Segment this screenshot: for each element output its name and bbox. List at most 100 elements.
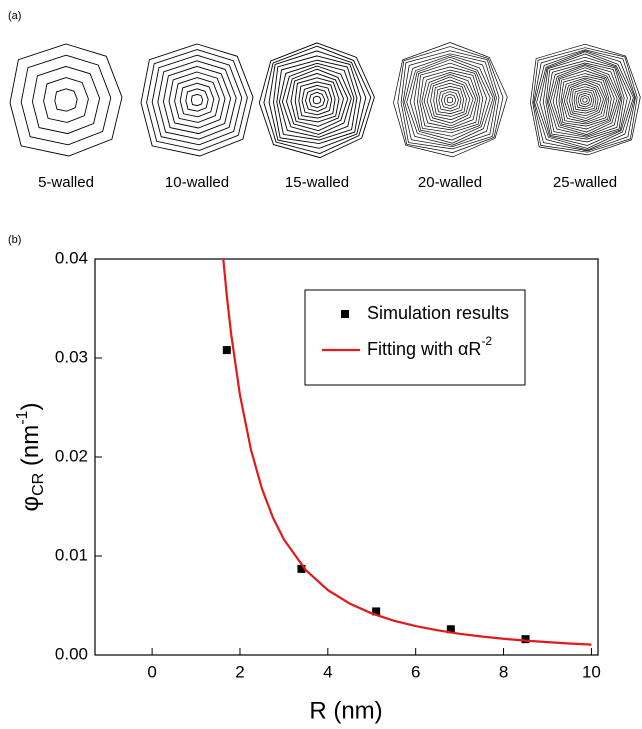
wall — [286, 68, 349, 132]
legend-sup: -2 — [481, 334, 492, 348]
panel-label: (b) — [8, 234, 21, 246]
y-tick-label: 0.00 — [55, 644, 88, 663]
wall — [548, 64, 622, 137]
y-tick-label: 0.01 — [55, 545, 88, 564]
legend-marker — [341, 310, 349, 318]
wall — [305, 88, 329, 112]
fit-line — [222, 258, 592, 646]
wall — [406, 56, 494, 144]
wall — [43, 77, 89, 123]
wall — [573, 88, 597, 112]
x-tick-label: 2 — [235, 662, 244, 681]
wall — [547, 62, 623, 138]
wall — [190, 93, 204, 107]
tube-label: 25-walled — [553, 174, 617, 191]
y-tick-label: 0.03 — [55, 347, 88, 366]
wall — [532, 47, 638, 153]
y-label-part: φ — [17, 496, 44, 512]
tube-label: 20-walled — [418, 174, 482, 191]
legend-text: Simulation results — [367, 303, 509, 323]
wall — [421, 72, 479, 129]
tube-drawing — [258, 42, 375, 159]
wall — [162, 65, 232, 135]
wall — [301, 84, 333, 116]
data-point — [521, 635, 530, 644]
wall — [404, 55, 496, 146]
wall — [536, 51, 634, 149]
wall — [397, 46, 504, 153]
y-label-part: ) — [17, 403, 44, 411]
wall — [446, 96, 454, 104]
wall — [151, 54, 243, 146]
wall — [185, 88, 209, 112]
legend-label: Fitting with αR-2 — [367, 334, 492, 359]
wall — [417, 66, 484, 134]
wall — [555, 70, 615, 130]
wall — [312, 95, 322, 105]
y-label-part: (nm — [17, 425, 44, 473]
wall — [560, 75, 610, 125]
x-tick-label: 6 — [411, 662, 420, 681]
wall — [582, 97, 588, 103]
wall — [419, 69, 481, 131]
wall — [409, 59, 491, 141]
wall — [566, 81, 604, 119]
wall — [542, 56, 628, 143]
wall — [575, 90, 595, 110]
wall — [281, 65, 352, 135]
tube-drawing — [393, 42, 508, 158]
panel-label: (a) — [8, 10, 21, 22]
wall — [436, 86, 464, 114]
wall — [393, 42, 508, 158]
wall — [530, 43, 641, 156]
wall — [552, 67, 618, 133]
wall — [563, 79, 606, 122]
wall — [9, 43, 123, 157]
data-point — [446, 625, 455, 634]
x-tick-label: 8 — [499, 662, 508, 681]
wall — [580, 95, 590, 105]
legend-box — [304, 289, 526, 386]
wall — [558, 73, 612, 127]
wall — [571, 86, 599, 114]
wall — [400, 50, 500, 150]
tube-label: 5-walled — [38, 174, 94, 191]
x-tick-label: 0 — [147, 662, 156, 681]
wall — [441, 91, 459, 109]
wall — [146, 49, 248, 151]
wall — [174, 77, 220, 123]
wall — [273, 55, 362, 145]
wall — [426, 76, 474, 124]
wall — [430, 79, 471, 121]
x-tick-label: 4 — [323, 662, 332, 681]
wall — [562, 77, 608, 123]
y-label-sup: -1 — [14, 410, 31, 424]
wall — [263, 45, 372, 154]
wall — [413, 62, 487, 137]
wall — [31, 65, 101, 135]
y-axis-label: φCR (nm-1) — [14, 403, 47, 512]
wall — [278, 62, 355, 138]
y-tick-label: 0.02 — [55, 446, 88, 465]
tube-drawing — [530, 43, 641, 156]
y-label-sub: CR — [30, 473, 47, 496]
wall — [433, 82, 467, 117]
wall — [258, 42, 375, 159]
data-point — [372, 607, 381, 616]
wall — [534, 50, 636, 151]
data-point — [297, 564, 306, 573]
x-axis-label: R (nm) — [309, 697, 382, 724]
wall — [550, 65, 620, 135]
wall — [577, 92, 593, 108]
wall — [168, 71, 226, 129]
wall — [268, 50, 367, 149]
wall — [54, 88, 78, 112]
wall — [443, 93, 457, 107]
tube-label: 10-walled — [165, 174, 229, 191]
y-tick-label: 0.04 — [55, 248, 88, 267]
wall — [438, 88, 462, 112]
wall — [298, 81, 336, 119]
wall — [294, 77, 340, 123]
